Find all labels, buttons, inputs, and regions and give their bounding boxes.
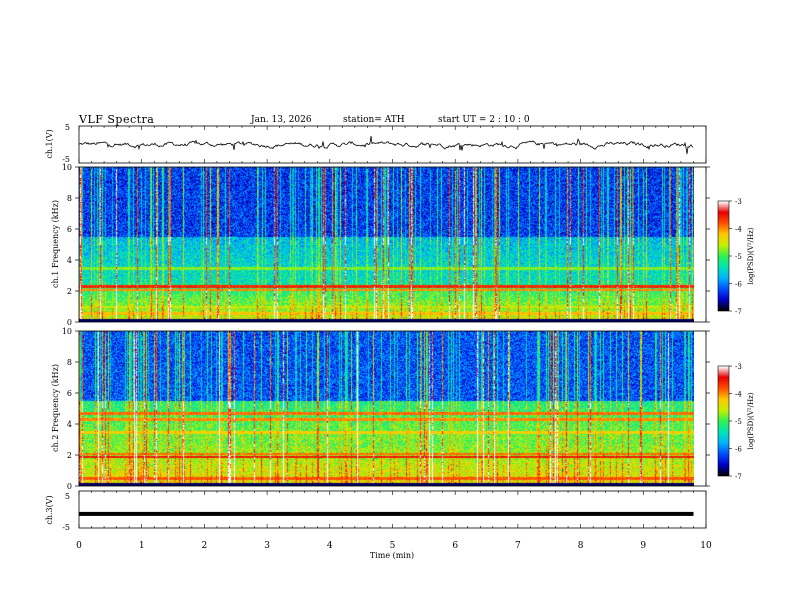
ch1-ytick-top: 5 bbox=[65, 123, 70, 132]
ch1-ytick-label-2: 2 bbox=[67, 287, 72, 296]
ch1-colorbar-gradient bbox=[718, 201, 729, 311]
xtick-label-6: 6 bbox=[452, 541, 458, 551]
ch1-waveform-trace bbox=[78, 136, 694, 154]
figure-title: VLF Spectra bbox=[79, 113, 155, 126]
ch1-cb-label--3: -3 bbox=[735, 198, 742, 206]
ch3-waveform-panel: 5 -5 ch.3(V) bbox=[45, 490, 707, 532]
ch1-ytick-label-0: 0 bbox=[67, 318, 72, 327]
ch2-cb-label--3: -3 bbox=[735, 363, 742, 371]
ch1-spectrogram-panel: 0 2 4 6 8 10 ch.1 Frequency (kHz) bbox=[51, 163, 710, 327]
ch2-colorbar-gradient bbox=[718, 366, 729, 476]
start-ut-label: start UT = 2 : 10 : 0 bbox=[438, 115, 530, 125]
ch2-ytick-label-8: 8 bbox=[67, 358, 72, 367]
ch3-waveform-frame bbox=[78, 490, 707, 529]
ch1-colorbar-ticks: -3 -4 -5 -6 -7 bbox=[729, 198, 742, 316]
ch2-cb-label--4: -4 bbox=[735, 391, 742, 399]
ch1-ytick-label-8: 8 bbox=[67, 194, 72, 203]
xtick-label-2: 2 bbox=[202, 541, 208, 551]
ch2-colorbar: -3 -4 -5 -6 -7 log(PSD)(V²/Hz) bbox=[717, 363, 755, 481]
ch1-cb-label--6: -6 bbox=[735, 281, 742, 289]
ch3-ytick-bottom: -5 bbox=[62, 523, 70, 532]
ch2-colorbar-label: log(PSD)(V²/Hz) bbox=[747, 392, 755, 449]
ch2-ytick-label-10: 10 bbox=[62, 327, 72, 336]
ch1-waveform-panel: 5 -5 ch.1(V) bbox=[45, 123, 707, 164]
xtick-label-9: 9 bbox=[640, 541, 646, 551]
ch2-colorbar-ticks: -3 -4 -5 -6 -7 bbox=[729, 363, 742, 481]
ch1-spectrogram-image bbox=[79, 167, 694, 322]
time-axis: 0 1 2 3 4 5 6 7 8 9 10 bbox=[76, 126, 712, 551]
xtick-label-10: 10 bbox=[700, 541, 712, 551]
ch2-spectrogram-panel: 0 2 4 6 8 10 ch.2 Frequency (kHz) bbox=[51, 327, 710, 491]
ch3-waveform-trace bbox=[79, 511, 694, 516]
ch2-cb-label--6: -6 bbox=[735, 446, 742, 454]
ch2-spectrogram-image bbox=[79, 331, 694, 486]
ch1-ytick-bottom: -5 bbox=[62, 155, 70, 164]
date-label: Jan. 13, 2026 bbox=[251, 115, 312, 125]
ch1-ylabel: ch.1(V) bbox=[45, 129, 54, 158]
ch2-cb-label--5: -5 bbox=[735, 418, 742, 426]
ch3-ylabel: ch.3(V) bbox=[45, 495, 54, 524]
ch1-waveform-frame bbox=[78, 125, 707, 164]
xtick-label-8: 8 bbox=[578, 541, 584, 551]
ch2-ytick-label-2: 2 bbox=[67, 451, 72, 460]
xtick-label-7: 7 bbox=[515, 541, 521, 551]
xtick-label-4: 4 bbox=[327, 541, 333, 551]
ch3-ytick-top: 5 bbox=[65, 492, 70, 501]
ch2-ytick-label-0: 0 bbox=[67, 482, 72, 491]
time-axis-label: Time (min) bbox=[370, 551, 414, 560]
ch1-ytick-label-6: 6 bbox=[67, 225, 72, 234]
xtick-label-5: 5 bbox=[390, 541, 396, 551]
ch1-freq-ylabel: ch.1 Frequency (kHz) bbox=[51, 200, 60, 288]
xtick-label-3: 3 bbox=[264, 541, 270, 551]
xtick-label-1: 1 bbox=[139, 541, 145, 551]
ch2-cb-label--7: -7 bbox=[735, 473, 742, 481]
ch1-cb-label--5: -5 bbox=[735, 253, 742, 261]
xtick-label-0: 0 bbox=[76, 541, 82, 551]
ch2-ytick-label-6: 6 bbox=[67, 389, 72, 398]
ch2-freq-ylabel: ch.2 Frequency (kHz) bbox=[51, 364, 60, 452]
ch2-ytick-label-4: 4 bbox=[67, 420, 72, 429]
ch2-freq-ticks: 0 2 4 6 8 10 bbox=[62, 327, 710, 491]
ch1-ytick-label-10: 10 bbox=[62, 163, 72, 172]
ch1-cb-label--7: -7 bbox=[735, 308, 742, 316]
ch1-colorbar: -3 -4 -5 -6 -7 log(PSD)(V²/Hz) bbox=[717, 198, 755, 316]
ch1-cb-label--4: -4 bbox=[735, 226, 742, 234]
station-label: station= ATH bbox=[343, 115, 405, 125]
ch1-colorbar-label: log(PSD)(V²/Hz) bbox=[747, 227, 755, 284]
ch1-freq-ticks: 0 2 4 6 8 10 bbox=[62, 163, 710, 327]
ch1-ytick-label-4: 4 bbox=[67, 256, 72, 265]
